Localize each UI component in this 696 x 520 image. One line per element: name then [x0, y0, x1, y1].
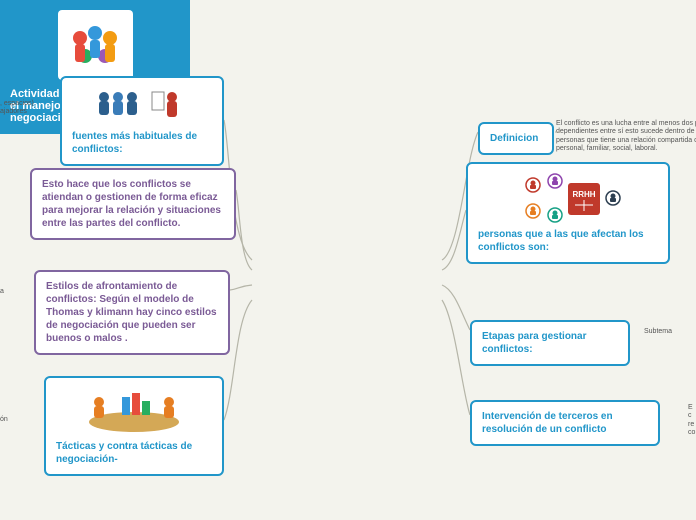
- intervencion-label: Intervención de terceros en resolución d…: [482, 410, 648, 436]
- node-etapas: Etapas para gestionar conflictos:: [470, 320, 630, 366]
- fuentes-image: [72, 86, 212, 126]
- gestion-text: Esto hace que los conflictos se atiendan…: [42, 178, 224, 230]
- node-personas: RRHH personas que a las que afectan los …: [466, 162, 670, 264]
- etapas-label: Etapas para gestionar conflictos:: [482, 330, 618, 356]
- node-fuentes: fuentes más habituales de conflictos:: [60, 76, 224, 166]
- fuentes-label: fuentes más habituales de conflictos:: [72, 130, 212, 156]
- node-estilos: Estilos de afrontamiento de conflictos: …: [34, 270, 230, 355]
- estilos-text: Estilos de afrontamiento de conflictos: …: [46, 280, 218, 345]
- node-gestion: Esto hace que los conflictos se atiendan…: [30, 168, 236, 240]
- tacticas-label: Tácticas y contra tácticas de negociació…: [56, 440, 212, 466]
- node-tacticas: Tácticas y contra tácticas de negociació…: [44, 376, 224, 476]
- definicion-label: Definicion: [490, 132, 542, 145]
- personas-image: RRHH: [478, 172, 658, 224]
- tacticas-image: [56, 386, 212, 436]
- svg-text:RRHH: RRHH: [572, 190, 595, 199]
- personas-label: personas que a las que afectan los confl…: [478, 228, 658, 254]
- node-intervencion: Intervención de terceros en resolución d…: [470, 400, 660, 446]
- node-definicion: Definicion: [478, 122, 554, 155]
